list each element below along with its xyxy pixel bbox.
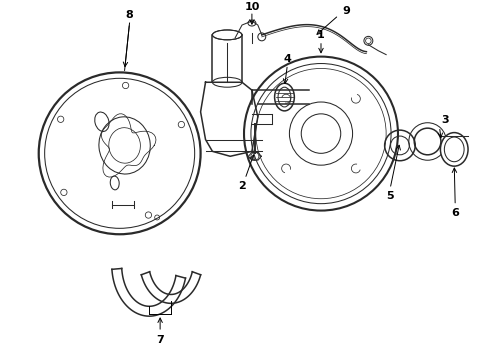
- Circle shape: [244, 57, 398, 211]
- Text: 9: 9: [343, 6, 350, 16]
- Text: 1: 1: [317, 30, 325, 40]
- Text: 6: 6: [451, 208, 459, 217]
- Text: 8: 8: [125, 10, 133, 20]
- Circle shape: [39, 72, 200, 234]
- Text: 5: 5: [386, 191, 394, 201]
- Text: 3: 3: [441, 115, 449, 125]
- Text: 7: 7: [156, 335, 164, 345]
- Ellipse shape: [441, 132, 468, 166]
- Text: 10: 10: [244, 2, 260, 12]
- Text: 2: 2: [238, 181, 246, 191]
- Text: 4: 4: [284, 54, 292, 64]
